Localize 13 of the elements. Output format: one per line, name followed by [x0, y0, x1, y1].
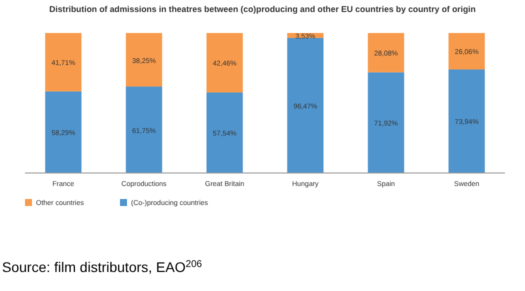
bar — [126, 86, 162, 173]
bar — [45, 91, 82, 173]
bar — [206, 33, 243, 92]
source-note: Source: film distributors, EAO$^{206}$ — [2, 258, 203, 275]
bar — [45, 33, 82, 92]
bar — [287, 38, 324, 173]
bar — [206, 92, 243, 173]
bar — [368, 33, 404, 72]
bar — [448, 33, 485, 70]
bar — [448, 69, 485, 173]
bar — [368, 72, 404, 173]
chart-title: Distribution of admissions in theatres between (co)producing and other EU countries by country of origin — [49, 4, 476, 14]
bar — [126, 33, 162, 87]
